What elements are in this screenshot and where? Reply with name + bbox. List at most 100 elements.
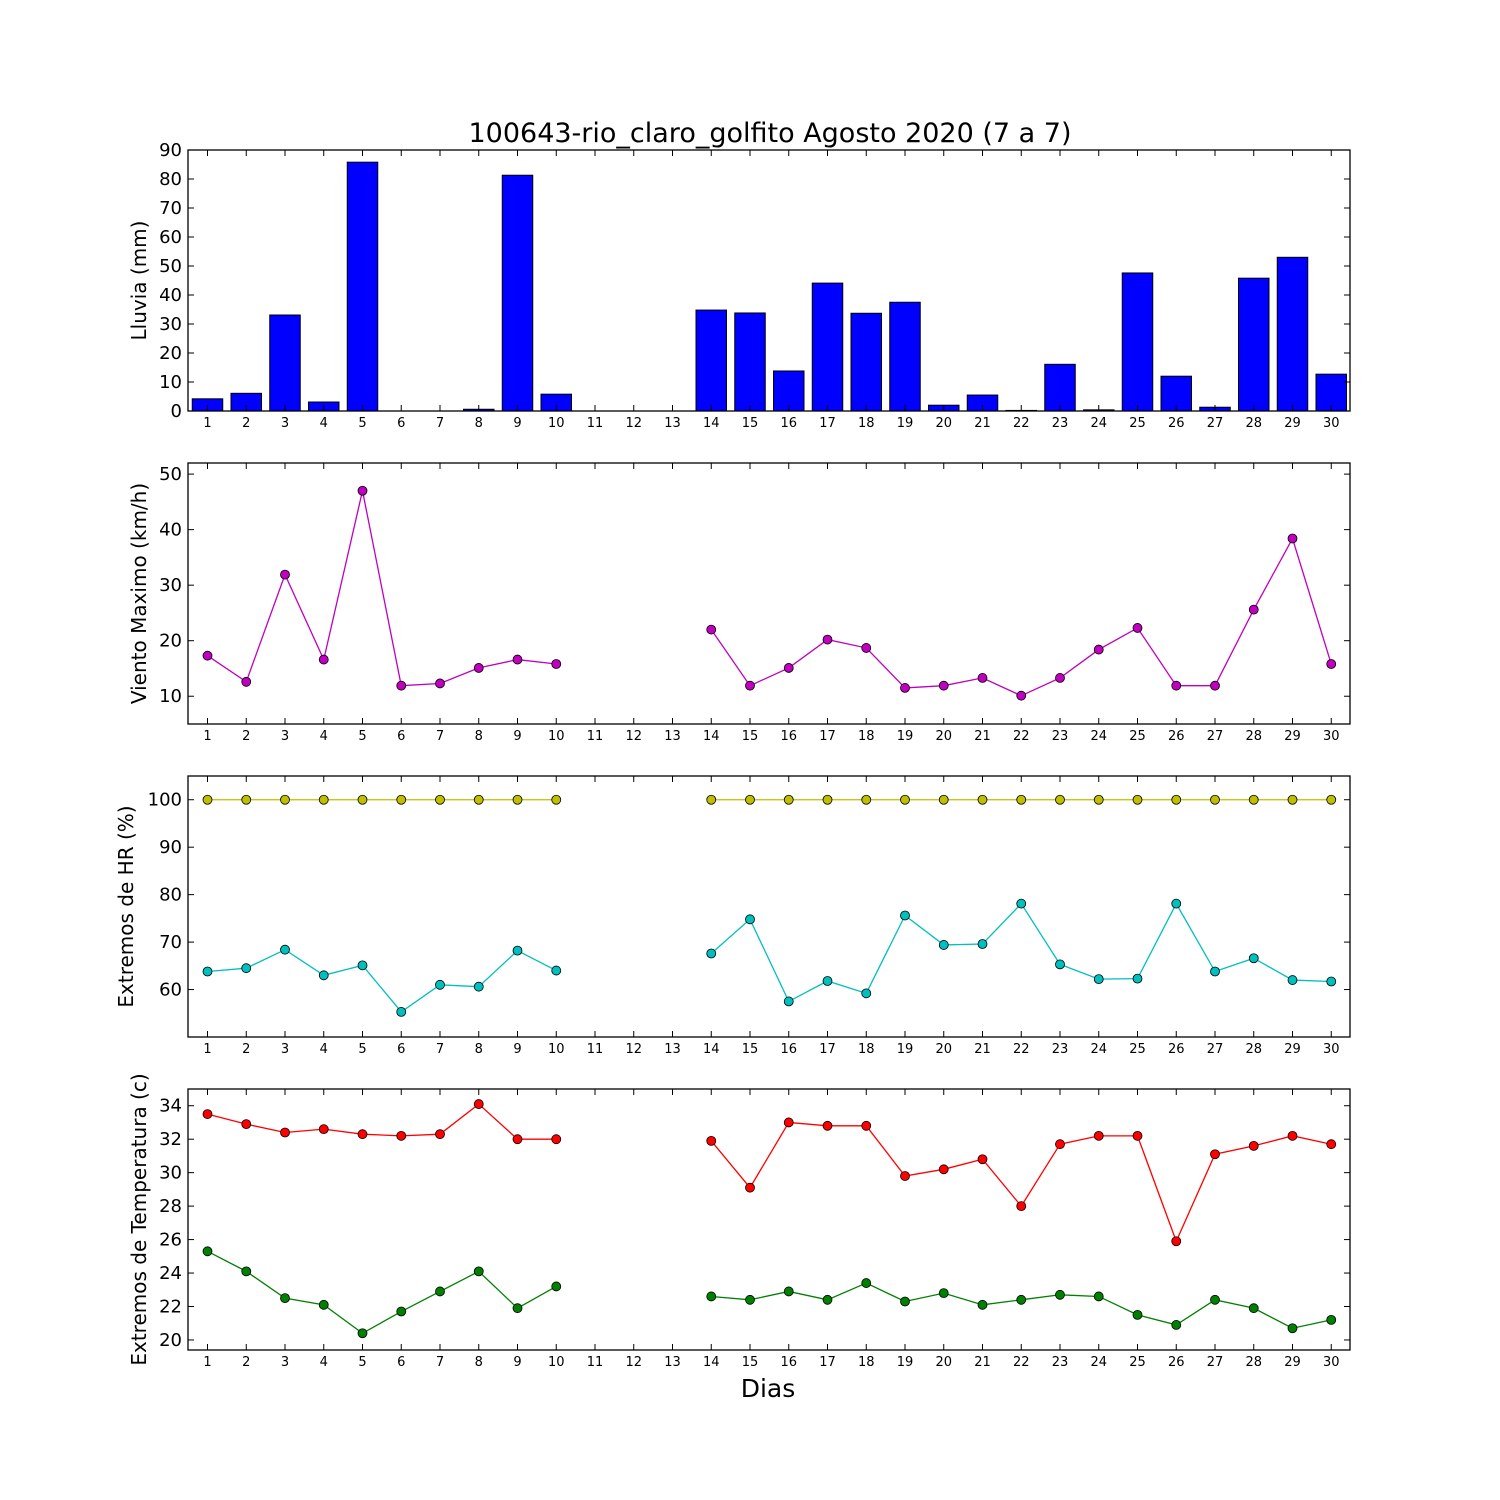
y-axis-label-panel-1: Lluvia (mm): [127, 221, 151, 341]
x-tick-label: 15: [742, 416, 759, 431]
series-2-point-day-7: [435, 979, 445, 990]
series-1-point-day-23: [1055, 794, 1065, 805]
x-tick-label: 16: [780, 416, 797, 431]
y-tick-label: 60: [159, 980, 182, 1001]
y-tick-label: 40: [159, 285, 182, 306]
series-2-point-day-2: [241, 1266, 252, 1277]
y-tick-label: 50: [159, 256, 182, 277]
x-tick-label: 23: [1052, 416, 1069, 431]
series-1-point-day-2: [241, 794, 252, 805]
y-axis-label-panel-4: Extremos de Temperatura (c): [127, 1073, 151, 1365]
y-tick-label: 20: [159, 343, 182, 364]
series-1-point-day-29: [1287, 533, 1298, 544]
x-tick-label: 23: [1052, 1042, 1069, 1057]
series-2-point-day-4: [318, 1299, 329, 1310]
series-2-point-day-14: [706, 1291, 717, 1302]
series-1-point-day-30: [1326, 1139, 1337, 1150]
x-tick-label: 10: [548, 1042, 565, 1057]
x-tick-label: 25: [1129, 729, 1146, 744]
x-tick-label: 30: [1323, 729, 1340, 744]
y-tick-label: 26: [159, 1230, 182, 1251]
series-1-point-day-21: [977, 794, 988, 805]
x-tick-label: 8: [475, 729, 483, 744]
series-1-point-day-17: [822, 634, 833, 645]
x-tick-label: 11: [587, 416, 604, 431]
bar-day-5: [346, 161, 379, 412]
series-2-point-day-8: [473, 981, 484, 992]
y-tick-label: 20: [159, 631, 182, 652]
series-1-point-day-9: [512, 1134, 523, 1145]
bar-day-25: [1121, 272, 1154, 412]
y-tick-label: 28: [159, 1196, 182, 1217]
series-1-point-day-27: [1210, 794, 1220, 805]
x-tick-label: 17: [819, 1355, 836, 1370]
x-tick-label: 29: [1284, 1042, 1301, 1057]
x-tick-label: 7: [436, 1042, 444, 1057]
y-tick-label: 22: [159, 1297, 182, 1318]
series-2-point-day-27: [1210, 1294, 1220, 1305]
x-tick-label: 6: [397, 416, 405, 431]
y-tick-label: 30: [159, 314, 182, 335]
series-2-point-day-16: [783, 996, 794, 1007]
series-2-line: [711, 1282, 1332, 1329]
series-1-point-day-23: [1055, 673, 1065, 683]
y-tick-label: 80: [159, 885, 182, 906]
series-1-point-day-26: [1171, 1236, 1182, 1247]
series-1-point-day-19: [900, 683, 910, 693]
panel-2-frame: [187, 462, 1351, 725]
series-1-point-day-16: [783, 1117, 794, 1128]
series-1-point-day-4: [318, 654, 329, 665]
series-1-point-day-25: [1132, 794, 1143, 805]
x-tick-label: 8: [475, 416, 483, 431]
x-tick-label: 6: [397, 729, 405, 744]
series-1-point-day-7: [435, 678, 445, 689]
series-2-point-day-26: [1171, 898, 1182, 909]
x-tick-label: 30: [1323, 416, 1340, 431]
series-1-point-day-20: [938, 794, 949, 805]
series-2-point-day-19: [900, 1296, 910, 1307]
x-tick-label: 24: [1090, 1355, 1107, 1370]
x-tick-label: 11: [587, 1355, 604, 1370]
x-tick-label: 25: [1129, 416, 1146, 431]
series-2-point-day-23: [1055, 959, 1065, 970]
series-1-point-day-2: [241, 676, 252, 687]
series-1-point-day-15: [745, 680, 755, 691]
series-1-point-day-20: [938, 680, 949, 691]
series-1-point-day-27: [1210, 680, 1220, 691]
bar-day-17: [811, 282, 844, 412]
x-tick-label: 21: [974, 416, 991, 431]
series-1-point-day-23: [1055, 1139, 1065, 1150]
x-tick-label: 13: [664, 729, 681, 744]
x-tick-label: 22: [1013, 416, 1030, 431]
series-1-point-day-26: [1171, 680, 1182, 691]
series-1-point-day-18: [861, 643, 872, 653]
x-tick-label: 6: [397, 1042, 405, 1057]
x-tick-label: 10: [548, 729, 565, 744]
x-tick-label: 22: [1013, 729, 1030, 744]
series-1-point-day-15: [745, 1182, 755, 1193]
y-tick-label: 90: [159, 140, 182, 161]
series-2-point-day-18: [861, 1278, 872, 1288]
y-tick-label: 24: [159, 1263, 182, 1284]
x-tick-label: 2: [242, 729, 250, 744]
series-1-point-day-5: [357, 1129, 368, 1140]
x-tick-label: 10: [548, 416, 565, 431]
x-tick-label: 15: [742, 1042, 759, 1057]
x-tick-label: 29: [1284, 729, 1301, 744]
x-tick-label: 14: [703, 1355, 720, 1370]
series-1-point-day-19: [900, 794, 910, 805]
series-1-point-day-4: [318, 794, 329, 805]
x-tick-label: 16: [780, 1355, 797, 1370]
x-tick-label: 11: [587, 729, 604, 744]
series-2-point-day-18: [861, 988, 872, 999]
x-tick-label: 7: [436, 1355, 444, 1370]
y-tick-label: 60: [159, 227, 182, 248]
series-1-point-day-25: [1132, 623, 1143, 633]
bar-day-14: [695, 309, 727, 412]
series-1-point-day-3: [280, 569, 290, 580]
x-tick-label: 8: [475, 1355, 483, 1370]
x-tick-label: 20: [935, 729, 952, 744]
